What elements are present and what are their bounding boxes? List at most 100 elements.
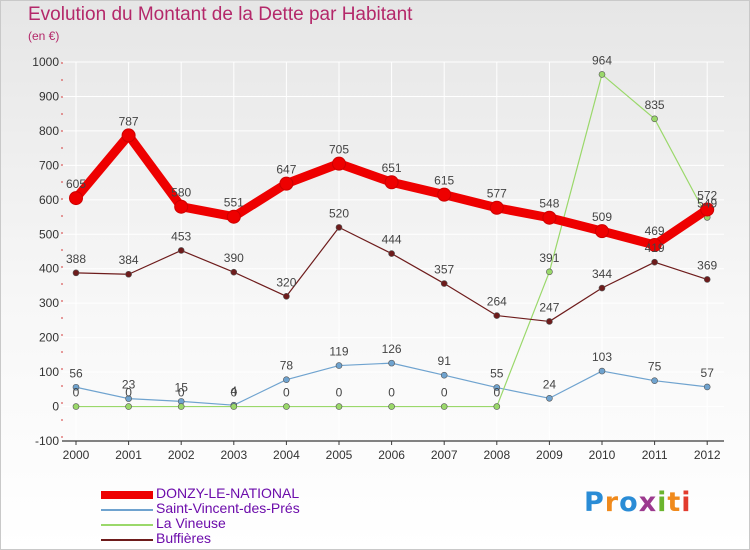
brand-letter: r — [604, 487, 620, 518]
y-tick-label: 800 — [39, 124, 59, 138]
data-label: 15 — [175, 380, 189, 394]
data-label: 549 — [697, 196, 717, 210]
data-point — [489, 200, 504, 215]
data-label: 520 — [329, 206, 349, 220]
legend-swatch — [101, 509, 153, 511]
data-label: 572 — [697, 188, 717, 202]
data-label: 119 — [329, 345, 348, 359]
legend-label: Saint-Vincent-des-Prés — [156, 500, 300, 516]
data-label: 0 — [493, 386, 500, 400]
data-point — [72, 383, 80, 391]
data-point — [335, 362, 343, 369]
data-point — [177, 403, 185, 410]
brand-logo: Proxiti — [584, 487, 692, 518]
data-label: 580 — [171, 186, 191, 200]
data-point — [230, 403, 238, 410]
data-label: 384 — [119, 253, 139, 267]
data-point — [388, 359, 395, 367]
data-label: 4 — [230, 384, 237, 398]
y-tick-label: 1000 — [32, 55, 59, 69]
data-label: 0 — [178, 386, 185, 400]
legend-label: Buffières — [156, 530, 211, 546]
y-tick-label: 0 — [52, 400, 59, 414]
y-tick-label: 900 — [39, 89, 59, 103]
data-point — [542, 210, 557, 225]
data-point — [69, 191, 83, 206]
data-point — [598, 284, 606, 292]
data-point — [174, 199, 189, 214]
data-label: 548 — [539, 197, 559, 211]
legend-swatch — [101, 491, 153, 499]
data-label: 55 — [490, 367, 504, 381]
data-label: 647 — [276, 163, 296, 177]
data-label: 577 — [487, 187, 507, 201]
data-point — [700, 202, 715, 217]
data-label: 0 — [283, 386, 290, 400]
brand-letter: t — [667, 487, 682, 518]
legend-label: DONZY-LE-NATIONAL — [156, 485, 300, 501]
data-label: 0 — [336, 386, 343, 400]
x-tick-label: 2010 — [589, 448, 616, 462]
data-point — [72, 269, 80, 277]
data-label: 0 — [230, 386, 237, 400]
data-point — [72, 403, 80, 410]
data-point — [384, 175, 399, 190]
data-point — [493, 384, 501, 391]
y-tick-label: 100 — [39, 365, 59, 379]
data-point — [546, 268, 553, 276]
data-point — [703, 383, 711, 391]
data-label: 57 — [701, 366, 715, 380]
data-point — [595, 224, 609, 239]
y-tick-label: 400 — [39, 262, 59, 276]
data-point — [388, 403, 395, 410]
data-point — [651, 258, 658, 266]
data-label: 390 — [224, 251, 244, 265]
data-point — [546, 318, 553, 325]
data-point — [226, 209, 241, 224]
data-label: 0 — [441, 386, 448, 400]
legend-swatch — [101, 539, 153, 541]
data-label: 357 — [434, 263, 454, 277]
x-tick-label: 2000 — [63, 448, 90, 462]
data-label: 615 — [434, 174, 454, 188]
data-label: 835 — [645, 98, 665, 112]
legend-swatch — [101, 524, 153, 526]
data-label: 23 — [122, 378, 136, 392]
data-point — [177, 247, 185, 254]
x-tick-label: 2006 — [378, 448, 405, 462]
data-label: 551 — [224, 196, 244, 210]
data-label: 247 — [539, 300, 559, 314]
data-label: 75 — [648, 360, 662, 374]
data-point — [230, 268, 238, 276]
data-point — [125, 403, 132, 410]
data-point — [335, 224, 343, 231]
data-point — [651, 377, 658, 385]
data-point — [283, 403, 290, 410]
y-tick-label: -100 — [35, 434, 59, 448]
data-label: 103 — [592, 350, 612, 364]
data-label: 388 — [66, 252, 86, 266]
x-tick-label: 2007 — [431, 448, 458, 462]
y-tick-label: 600 — [39, 193, 59, 207]
data-label: 453 — [171, 229, 191, 243]
data-point — [440, 403, 448, 410]
brand-letter: o — [619, 487, 639, 518]
data-label: 0 — [125, 386, 132, 400]
x-tick-label: 2011 — [642, 448, 668, 462]
data-label: 651 — [382, 161, 402, 175]
x-tick-label: 2005 — [326, 448, 353, 462]
data-point — [598, 367, 606, 375]
data-point — [125, 270, 132, 278]
data-label: 0 — [388, 386, 395, 400]
data-point — [283, 376, 290, 383]
legend-label: La Vineuse — [156, 515, 226, 531]
data-point — [598, 71, 606, 78]
data-label: 391 — [539, 251, 559, 265]
data-point — [437, 187, 452, 202]
x-tick-label: 2002 — [168, 448, 195, 462]
data-label: 264 — [487, 295, 507, 309]
data-label: 0 — [73, 386, 80, 400]
brand-letter: x — [638, 487, 658, 518]
